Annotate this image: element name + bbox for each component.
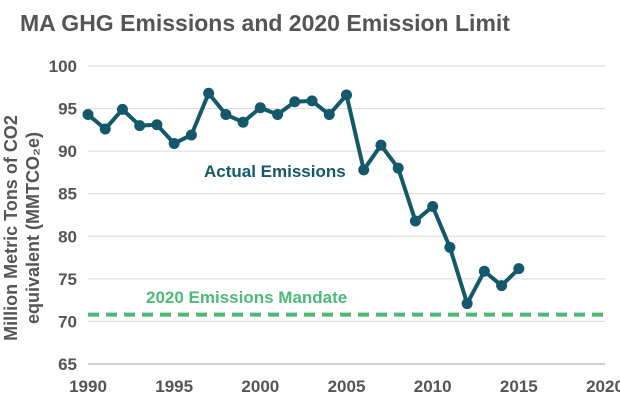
y-tick-label: 100 [49,57,77,76]
y-tick-label: 65 [58,355,77,374]
data-point-1992 [116,103,128,115]
x-tick-label: 2000 [241,377,279,396]
y-tick-label: 90 [58,142,77,161]
y-tick-label: 85 [58,185,77,204]
data-point-2000 [254,102,266,114]
data-point-2006 [358,164,370,176]
x-tick-label: 2015 [500,377,538,396]
x-tick-label: 1995 [155,377,193,396]
data-point-1998 [220,109,232,121]
data-point-2012 [461,298,473,310]
x-tick-label: 2020 [586,377,620,396]
data-point-1991 [99,123,111,135]
data-point-2005 [341,89,352,101]
data-point-1990 [82,109,94,121]
data-point-2009 [409,215,421,227]
y-tick-label: 70 [58,312,77,331]
x-tick-label: 2010 [414,377,452,396]
data-point-2013 [478,265,490,277]
gridlines [88,65,605,365]
data-point-1997 [203,87,215,99]
data-point-2003 [306,95,318,107]
data-point-2004 [323,109,335,121]
data-point-1996 [185,129,197,141]
y-tick-label: 80 [58,227,77,246]
chart-title: MA GHG Emissions and 2020 Emission Limit [20,10,510,36]
data-point-2014 [496,280,508,292]
x-tick-label: 2005 [328,377,366,396]
data-point-2011 [444,241,456,253]
data-point-1994 [151,119,163,131]
data-point-2001 [272,109,284,121]
x-tick-label: 1990 [69,377,107,396]
y-tick-label: 75 [58,270,77,289]
data-point-2010 [427,200,439,212]
data-point-2002 [289,96,301,108]
annotation-emissions-mandate: 2020 Emissions Mandate [146,288,347,307]
data-point-1999 [237,116,249,128]
annotation-actual-emissions: Actual Emissions [204,162,346,181]
y-tick-label: 95 [58,100,77,119]
data-point-2007 [375,139,387,151]
data-point-1993 [134,120,146,132]
data-point-1995 [168,137,180,149]
x-tick-labels: 1990 1995 2000 2005 2010 2015 2020 [69,377,620,396]
y-tick-labels: 65 70 75 80 85 90 95 100 [49,57,77,374]
data-point-2015 [513,263,525,275]
data-point-2008 [392,162,404,174]
data-points [82,87,525,310]
